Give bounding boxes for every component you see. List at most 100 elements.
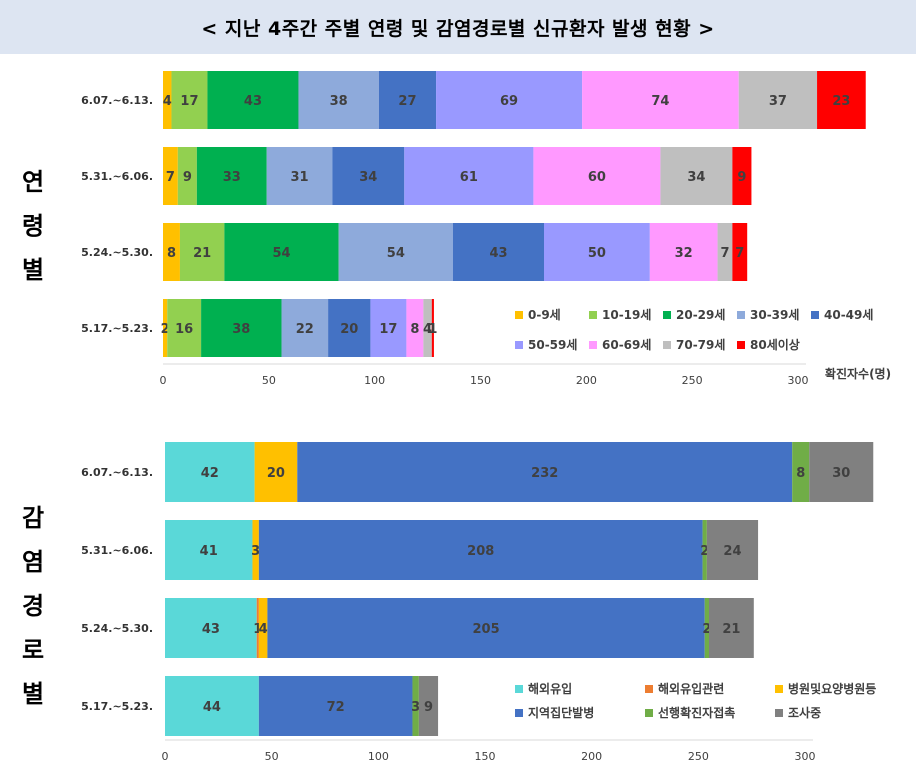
legend-swatch	[515, 709, 523, 717]
bar-segment	[738, 71, 818, 129]
legend-swatch	[645, 685, 653, 693]
bar-segment	[258, 676, 413, 736]
legend-label: 60-69세	[602, 337, 651, 352]
x-tick-label: 150	[475, 750, 496, 763]
bar-segment	[412, 676, 419, 736]
bar-segment	[809, 442, 874, 502]
bar-segment	[201, 299, 282, 357]
data-label: 4	[259, 622, 268, 637]
legend-label: 70-79세	[676, 337, 725, 352]
category-label: 6.07.~6.13.	[81, 94, 153, 107]
data-label: 20	[267, 466, 285, 481]
category-label: 5.17.~5.23.	[81, 322, 153, 335]
chart-title-text: < 지난 4주간 주별 연령 및 감염경로별 신규환자 발생 현황 >	[201, 17, 715, 40]
bar-segment	[328, 299, 371, 357]
x-tick-label: 100	[364, 374, 385, 386]
bar-segment	[404, 147, 534, 205]
data-label: 17	[180, 94, 198, 109]
data-label: 8	[796, 466, 805, 481]
route-label-char: 로	[22, 636, 45, 664]
data-label: 22	[296, 322, 314, 337]
bar-segment	[406, 299, 424, 357]
legend-swatch	[515, 341, 523, 349]
legend-swatch	[663, 341, 671, 349]
category-label: 6.07.~6.13.	[81, 466, 153, 479]
data-label: 60	[588, 170, 606, 185]
age-label-char: 령	[22, 212, 45, 240]
chart-title: < 지난 4주간 주별 연령 및 감염경로별 신규환자 발생 현황 >	[0, 0, 916, 54]
bar-segment	[163, 147, 178, 205]
bar-segment	[452, 223, 544, 281]
x-tick-label: 0	[162, 750, 169, 763]
legend-swatch	[663, 311, 671, 319]
data-label: 232	[531, 466, 558, 481]
bar-segment	[332, 147, 405, 205]
data-label: 23	[832, 94, 850, 109]
data-label: 34	[359, 170, 377, 185]
legend-label: 20-29세	[676, 307, 725, 322]
data-label: 2	[161, 322, 170, 337]
bar-segment	[165, 676, 259, 736]
x-tick-label: 300	[795, 750, 816, 763]
bar-segment	[267, 598, 705, 658]
data-label: 4	[163, 94, 172, 109]
data-label: 31	[290, 170, 308, 185]
data-label: 17	[379, 322, 397, 337]
data-label: 43	[244, 94, 262, 109]
bar-segment	[709, 598, 754, 658]
x-tick-label: 50	[265, 750, 279, 763]
category-label: 5.31.~6.06.	[81, 544, 153, 557]
bar-segment	[706, 520, 759, 580]
category-label: 5.31.~6.06.	[81, 170, 153, 183]
age-label-char: 별	[22, 256, 45, 284]
data-label: 27	[398, 94, 416, 109]
bar-segment	[256, 598, 259, 658]
bar-segment	[704, 598, 709, 658]
data-label: 37	[769, 94, 787, 109]
legend-swatch	[515, 685, 523, 693]
legend-label: 선행확진자접촉	[658, 705, 735, 720]
bar-segment	[165, 520, 253, 580]
bar-segment	[179, 223, 225, 281]
bar-segment	[378, 71, 437, 129]
legend-swatch	[737, 341, 745, 349]
data-label: 32	[675, 246, 693, 261]
data-label: 3	[411, 700, 420, 715]
x-tick-label: 250	[688, 750, 709, 763]
legend-label: 50-59세	[528, 337, 577, 352]
bar-segment	[732, 147, 752, 205]
data-label: 7	[166, 170, 175, 185]
bar-segment	[254, 442, 298, 502]
bar-segment	[258, 598, 268, 658]
bar-segment	[338, 223, 453, 281]
x-tick-label: 200	[581, 750, 602, 763]
data-label: 54	[272, 246, 290, 261]
category-label: 5.24.~5.30.	[81, 622, 153, 635]
bar-segment	[171, 71, 208, 129]
x-tick-label: 200	[576, 374, 597, 386]
bar-segment	[792, 442, 810, 502]
data-label: 9	[183, 170, 192, 185]
x-tick-label: 0	[160, 374, 167, 386]
legend-label: 조사중	[788, 705, 821, 720]
data-label: 30	[832, 466, 850, 481]
data-label: 24	[723, 544, 741, 559]
age-label-char: 연	[22, 168, 45, 196]
data-label: 9	[737, 170, 746, 185]
bar-segment	[418, 676, 439, 736]
category-label: 5.24.~5.30.	[81, 246, 153, 259]
bar-segment	[544, 223, 650, 281]
age-stacked-bar-chart: 6.07.~6.13. 4 17 43 38 27 69 74 37 235.31.~6.06. 7…	[81, 71, 891, 386]
x-tick-label: 50	[262, 374, 276, 386]
data-label: 3	[251, 544, 260, 559]
data-label: 72	[327, 700, 345, 715]
legend-swatch	[775, 709, 783, 717]
bar-segment	[266, 147, 333, 205]
route-label-char: 감	[22, 504, 45, 532]
legend-swatch	[645, 709, 653, 717]
data-label: 9	[424, 700, 433, 715]
data-label: 16	[175, 322, 193, 337]
data-label: 69	[500, 94, 518, 109]
x-tick-label: 300	[788, 374, 809, 386]
